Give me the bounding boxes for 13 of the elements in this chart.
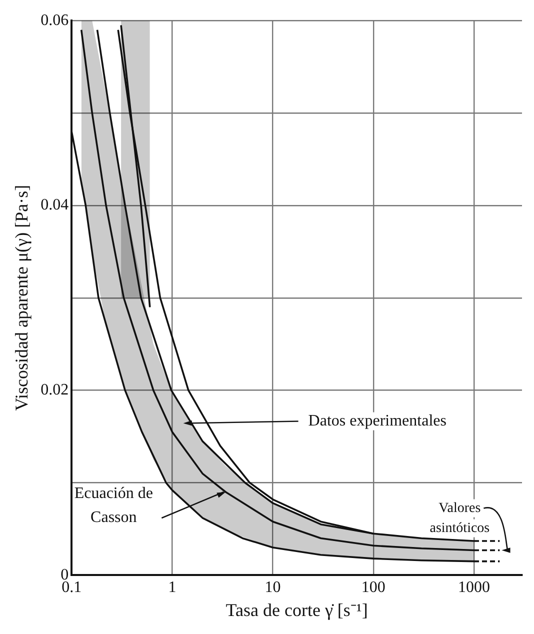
- x-tick-label: 100: [361, 579, 386, 596]
- y-tick-label: 0.06: [40, 12, 69, 29]
- x-tick-label: 10: [264, 579, 281, 596]
- y-tick-label: 0.04: [40, 196, 69, 214]
- x-tick-label: 1: [168, 579, 176, 596]
- x-tick-label: 0.1: [62, 579, 82, 596]
- x-axis-title: Tasa de corte γ̇ [s⁻¹]: [226, 600, 368, 620]
- annotation: Valores asintóticos: [430, 500, 490, 536]
- annotation: Ecuación de Casson: [74, 485, 153, 526]
- y-axis-title: Viscosidad aparente μ(γ) [Pa·s]: [12, 184, 32, 411]
- x-tick-label: 1000: [458, 579, 490, 596]
- annotation: Datos experimentales: [308, 412, 446, 430]
- y-tick-label: 0.02: [40, 382, 69, 399]
